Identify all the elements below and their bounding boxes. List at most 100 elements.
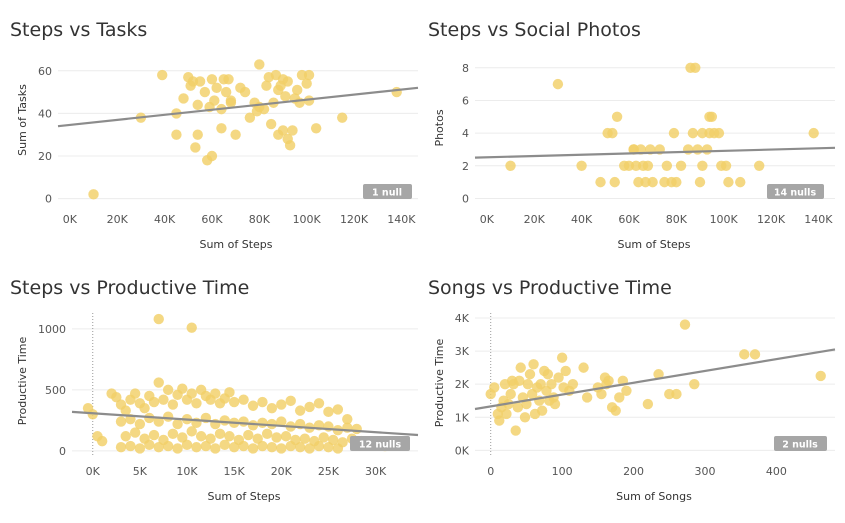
scatter-point — [653, 369, 664, 380]
scatter-point — [552, 78, 564, 90]
scatter-point — [224, 431, 235, 442]
x-tick-label: 20K — [107, 213, 129, 226]
chart-title: Steps vs Tasks — [10, 19, 147, 41]
scatter-point — [266, 442, 278, 453]
scatter-point — [194, 76, 206, 87]
x-tick-label: 60K — [201, 213, 223, 226]
y-tick-label: 6 — [462, 94, 469, 107]
scatter-point — [303, 69, 315, 81]
scatter-point — [739, 349, 750, 360]
scatter-point — [261, 80, 272, 91]
x-tick-label: 0 — [487, 465, 494, 478]
scatter-point — [120, 405, 131, 416]
scatter-point — [219, 439, 230, 450]
scatter-point — [285, 395, 296, 407]
scatter-point — [621, 385, 632, 396]
scatter-point — [206, 150, 218, 162]
scatter-point — [313, 398, 325, 409]
scatter-point — [391, 86, 402, 98]
scatter-point — [186, 322, 197, 333]
null-badge: 1 null — [363, 184, 412, 199]
null-badge: 2 nulls — [774, 436, 827, 451]
x-tick-label: 40K — [571, 213, 593, 226]
x-tick-label: 5K — [133, 465, 148, 478]
scatter-point — [247, 443, 259, 454]
scatter-point — [214, 428, 226, 440]
scatter-point — [129, 388, 141, 399]
scatter-point — [323, 442, 334, 453]
chart-title: Steps vs Social Photos — [428, 19, 641, 41]
scatter-point — [238, 416, 249, 427]
x-tick-label: 100K — [710, 213, 739, 226]
x-tick-label: 0K — [63, 213, 78, 226]
scatter-point — [808, 127, 819, 139]
scatter-point — [120, 431, 131, 442]
scatter-point — [690, 62, 701, 73]
scatter-point — [519, 412, 531, 423]
scatter-point — [257, 396, 268, 408]
scatter-point — [282, 76, 293, 87]
scatter-point — [265, 118, 277, 130]
scatter-point — [287, 125, 298, 136]
scatter-point — [177, 383, 188, 394]
scatter-point — [560, 365, 571, 377]
scatter-point — [659, 176, 670, 188]
scatter-point — [675, 160, 687, 171]
scatter-point — [647, 176, 658, 188]
scatter-point — [88, 189, 99, 200]
svg-text:12 nulls: 12 nulls — [359, 440, 402, 451]
y-tick-label: 2K — [455, 378, 470, 391]
scatter-point — [706, 111, 718, 123]
scatter-point — [292, 84, 303, 96]
scatter-point — [720, 160, 732, 171]
scatter-point — [225, 95, 237, 106]
scatter-point — [304, 443, 315, 454]
scatter-point — [266, 418, 278, 430]
scatter-point — [258, 103, 270, 115]
y-tick-label: 1000 — [38, 323, 66, 336]
scatter-point — [191, 398, 202, 409]
scatter-point — [549, 398, 561, 410]
y-tick-label: 2 — [462, 160, 469, 173]
scatter-point — [192, 129, 203, 140]
scatter-point — [603, 375, 614, 387]
y-tick-label: 60 — [38, 65, 52, 78]
scatter-point — [244, 112, 256, 123]
scatter-point — [224, 387, 235, 398]
scatter-point — [186, 426, 197, 437]
scatter-point — [664, 388, 675, 400]
scatter-point — [332, 404, 344, 415]
scatter-point — [115, 416, 127, 427]
x-tick-label: 140K — [387, 213, 416, 226]
scatter-point — [115, 442, 127, 453]
y-tick-label: 1K — [455, 411, 470, 424]
x-tick-label: 120K — [340, 213, 369, 226]
y-tick-label: 8 — [462, 62, 469, 75]
svg-text:1 null: 1 null — [372, 188, 402, 199]
scatter-point — [595, 176, 606, 188]
scatter-point — [512, 402, 524, 413]
scatter-point — [172, 418, 183, 430]
scatter-point — [181, 439, 193, 450]
chart-panel: 0 20 40 60 0K 20K 40K 60K 80K 100K 120K 140K — [38, 59, 419, 226]
scatter-point — [153, 416, 164, 427]
scatter-point — [536, 405, 548, 416]
x-tick-label: 140K — [804, 213, 833, 226]
scatter-point — [323, 406, 334, 418]
scatter-point — [243, 429, 254, 441]
scatter-point — [230, 129, 241, 140]
x-tick-label: 20K — [271, 465, 293, 478]
scatter-point — [501, 408, 512, 420]
scatter-point — [157, 69, 168, 81]
scatter-point — [134, 443, 146, 454]
x-tick-label: 20K — [524, 213, 546, 226]
scatter-point — [633, 176, 644, 188]
y-tick-label: 0 — [462, 192, 469, 205]
y-tick-label: 40 — [38, 107, 52, 120]
x-tick-label: 80K — [249, 213, 271, 226]
x-tick-label: 100 — [552, 465, 573, 478]
scatter-point — [514, 375, 525, 387]
scatter-point — [668, 127, 680, 139]
scatter-point — [528, 359, 539, 370]
trend-line — [71, 410, 419, 437]
